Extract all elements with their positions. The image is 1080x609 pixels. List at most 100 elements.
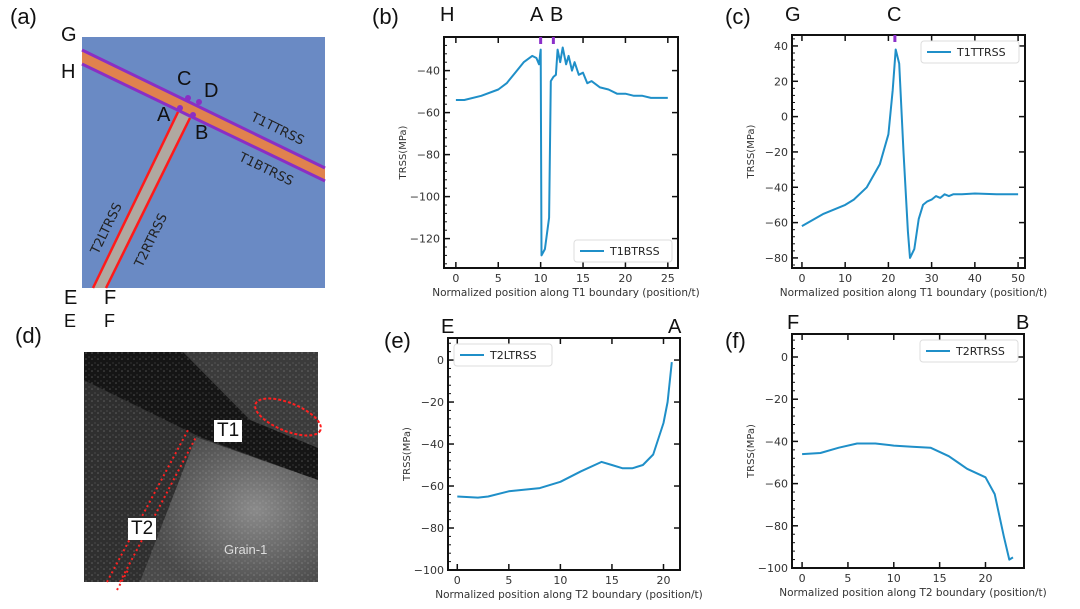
panel-label-a: (a) — [10, 4, 37, 29]
chart-e: 0 5 10 15 20 −100 −80 −60 −40 −20 0 Normalized posi… — [402, 337, 703, 601]
panel-label-e: (e) — [384, 328, 411, 353]
legend: T1BTRSS — [573, 239, 673, 263]
mark-e: E — [441, 316, 455, 338]
x-tick-label: 25 — [661, 272, 675, 285]
mark-f: F — [787, 312, 800, 334]
x-axis-label: Normalized position along T1 boundary (p… — [780, 287, 1047, 299]
y-tick-label: −60 — [765, 478, 788, 491]
y-axis-label: TRSS(MPa) — [398, 125, 409, 180]
x-tick-label: 20 — [881, 272, 895, 285]
legend-label: T1TTRSS — [956, 46, 1006, 59]
t2-band — [93, 112, 190, 288]
y-tick-label: −40 — [417, 65, 440, 78]
series-line-t1btrss — [455, 46, 668, 257]
t2-right-boundary — [104, 117, 192, 289]
y-tick-label: −40 — [765, 181, 788, 194]
y-tick-label: −80 — [765, 252, 788, 265]
series-line-t2ltrss — [457, 361, 673, 499]
texture-overlay — [84, 352, 318, 582]
x-tick-label: 0 — [798, 272, 805, 285]
point-d-label: D — [204, 80, 219, 102]
x-tick-label: 15 — [605, 574, 619, 587]
legend-box — [920, 40, 1020, 64]
point-h-label: H — [61, 61, 76, 83]
point-c-label: C — [177, 68, 192, 90]
point-a-marker — [177, 105, 183, 111]
chart-f: 0 5 10 15 20 −100 −80 −60 −40 −20 0 Normalized posi… — [746, 333, 1047, 599]
legend: T2RTRSS — [919, 339, 1019, 363]
x-axis-label: Normalized position along T2 boundary (p… — [779, 587, 1046, 599]
y-tick-label: −60 — [765, 217, 788, 230]
chart-b: 0 5 10 15 20 25 −120 −100 −80 −60 −40 Normalized po… — [398, 36, 700, 299]
panel-label-b: (b) — [372, 4, 399, 29]
y-tick-label: 0 — [437, 354, 444, 367]
t1-band — [82, 50, 325, 181]
x-tick-label: 5 — [495, 272, 502, 285]
point-e-label-d: E — [64, 311, 77, 331]
x-tick-label: 20 — [657, 574, 671, 587]
t1-top-boundary — [81, 48, 326, 170]
x-tick-label: 40 — [968, 272, 982, 285]
t2-left-dotted-line — [106, 429, 189, 583]
y-tick-label: 0 — [781, 111, 788, 124]
y-tick-label: 20 — [774, 75, 788, 88]
legend-box — [573, 239, 673, 263]
x-tick-label: 10 — [838, 272, 852, 285]
y-tick-label: 0 — [781, 351, 788, 364]
t1-bottom-boundary — [81, 62, 326, 183]
mark-g: G — [785, 4, 801, 26]
mark-b: B — [550, 4, 564, 26]
y-tick-label: −100 — [758, 562, 788, 575]
point-f-label: F — [104, 287, 117, 309]
y-tick-label: −80 — [421, 522, 444, 535]
point-g-label: G — [61, 24, 77, 46]
t2-right-dotted-line — [119, 436, 197, 583]
panel-label-f: (f) — [725, 328, 746, 353]
legend-label: T1BTRSS — [609, 245, 660, 258]
legend-box — [919, 339, 1019, 363]
mark-h: H — [440, 4, 455, 26]
legend: T1TTRSS — [920, 40, 1020, 64]
x-tick-label: 20 — [978, 572, 992, 585]
x-tick-label: 15 — [933, 572, 947, 585]
legend-label: T2LTRSS — [489, 349, 537, 362]
x-tick-label: 20 — [618, 272, 632, 285]
mark-a: A — [530, 4, 544, 26]
x-axis-label: Normalized position along T2 boundary (p… — [435, 589, 702, 601]
y-tick-label: −20 — [765, 146, 788, 159]
x-tick-label: 15 — [576, 272, 590, 285]
y-tick-label: −20 — [765, 393, 788, 406]
y-tick-label: −40 — [765, 435, 788, 448]
x-tick-label: 50 — [1011, 272, 1025, 285]
point-e-label: E — [64, 287, 78, 309]
x-tick-label: 5 — [505, 574, 512, 587]
y-tick-label: −60 — [417, 107, 440, 120]
x-tick-label: 30 — [925, 272, 939, 285]
schematic-a: T1TTRSS T1BTRSS T2LTRSS T2RTRSS — [81, 37, 326, 289]
x-tick-label: 10 — [534, 272, 548, 285]
x-tick-label: 0 — [454, 574, 461, 587]
plot-frame — [447, 337, 681, 571]
y-tick-label: −100 — [410, 191, 440, 204]
t1-annotation: T1 — [214, 420, 243, 442]
point-a-label: A — [157, 104, 171, 126]
t2-extension-line — [116, 569, 129, 591]
y-tick-label: −40 — [421, 438, 444, 451]
mark-c: C — [887, 4, 902, 26]
y-tick-label: −80 — [417, 149, 440, 162]
point-b-marker — [190, 112, 196, 118]
panel-label-c: (c) — [725, 4, 751, 29]
series-line-t2rtrss — [802, 442, 1014, 561]
y-tick-label: −20 — [421, 396, 444, 409]
y-tick-label: 40 — [774, 40, 788, 53]
x-axis-label: Normalized position along T1 boundary (p… — [432, 287, 699, 299]
t2-left-boundary — [91, 111, 180, 289]
panel-label-d: (d) — [15, 323, 42, 348]
mark-a-e: A — [668, 316, 682, 338]
y-tick-label: −80 — [765, 520, 788, 533]
legend-label: T2RTRSS — [955, 345, 1005, 358]
mark-b-f: B — [1016, 312, 1030, 334]
point-f-label-d: F — [104, 311, 115, 331]
plot-frame — [443, 36, 679, 269]
